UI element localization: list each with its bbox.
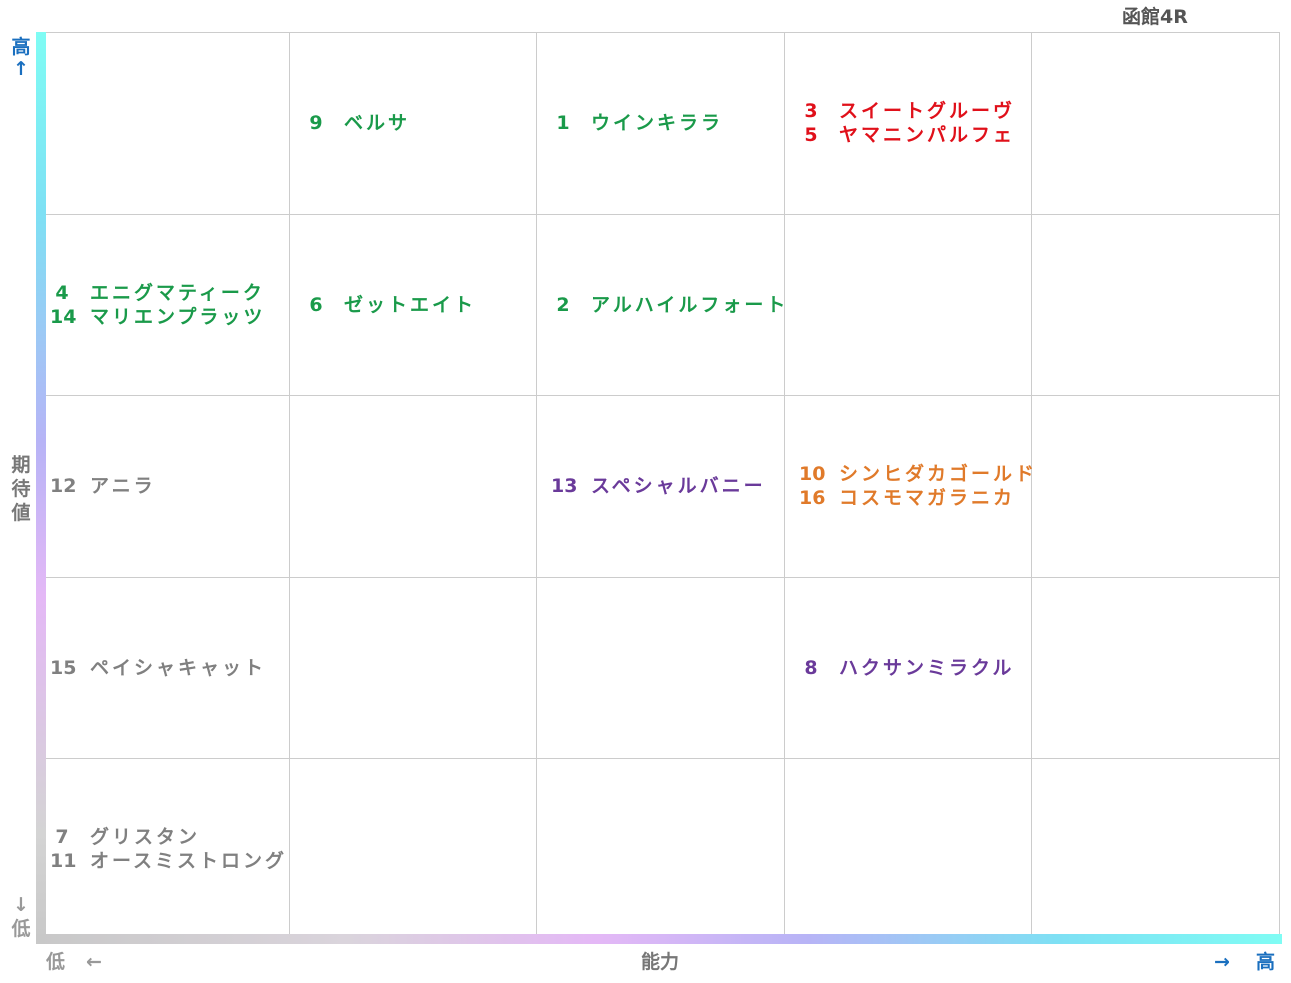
matrix-cell: 6 ゼットエイト: [304, 214, 476, 396]
grid-vertical-line: [1279, 32, 1280, 940]
matrix-cell: 2 アルハイルフォート: [551, 214, 788, 396]
grid-horizontal-line: [42, 214, 1280, 215]
y-axis-title: 期待値: [10, 453, 32, 525]
horse-entry: 15 ペイシャキャット: [50, 656, 266, 680]
horse-name: エニグマティーク: [90, 282, 265, 304]
matrix-cell: 10 シンヒダカゴールド 16 コスモマガラニカ: [799, 395, 1037, 577]
y-axis-high-label: 高: [11, 36, 31, 58]
y-axis-down-arrow-icon: ↓: [13, 894, 29, 916]
horse-number: 13: [551, 475, 578, 497]
y-axis-title-text: 期待値: [11, 454, 31, 524]
y-axis-up-arrow-icon: ↑: [13, 58, 29, 80]
horse-entry: 6 ゼットエイト: [304, 293, 476, 317]
horse-number: 4: [55, 282, 69, 304]
horse-entry: 9 ベルサ: [304, 111, 410, 135]
horse-number: 15: [50, 657, 77, 679]
grid-vertical-line: [1031, 32, 1032, 940]
horse-entry: 3 スイートグルーヴ: [799, 99, 1015, 123]
horse-entry: 5 ヤマニンパルフェ: [799, 123, 1015, 147]
horse-name: ウインキララ: [591, 112, 724, 134]
horse-number: 9: [309, 112, 323, 134]
grid-vertical-line: [784, 32, 785, 940]
matrix-cell: 3 スイートグルーヴ 5 ヤマニンパルフェ: [799, 32, 1015, 214]
matrix-cell: 13 スペシャルバニー: [551, 395, 766, 577]
horse-number: 8: [804, 657, 818, 679]
horse-entry: 14 マリエンプラッツ: [50, 305, 265, 329]
horse-entry: 8 ハクサンミラクル: [799, 656, 1014, 680]
horse-name: ヤマニンパルフェ: [839, 124, 1016, 146]
horse-entry: 12 アニラ: [50, 474, 156, 498]
matrix-cell: 4 エニグマティーク 14 マリエンプラッツ: [50, 214, 265, 396]
grid-horizontal-line: [42, 32, 1280, 33]
race-title: 函館4R: [1122, 6, 1188, 28]
horse-number: 3: [804, 100, 818, 122]
horse-number: 12: [50, 475, 77, 497]
horse-entry: 16 コスモマガラニカ: [799, 486, 1037, 510]
x-axis-title: 能力: [641, 951, 680, 973]
horse-name: スペシャルバニー: [591, 475, 766, 497]
horse-entry: 11 オースミストロング: [50, 849, 287, 873]
x-axis-bar: [36, 934, 1282, 944]
horse-name: シンヒダカゴールド: [839, 463, 1038, 485]
grid-vertical-line: [289, 32, 290, 940]
x-axis-right-arrow-icon: →: [1214, 951, 1230, 973]
horse-name: ゼットエイト: [344, 294, 477, 316]
y-axis-low-label: 低: [11, 918, 31, 940]
horse-name: ベルサ: [344, 112, 411, 134]
horse-name: ハクサンミラクル: [839, 657, 1015, 679]
horse-entry: 13 スペシャルバニー: [551, 474, 766, 498]
horse-number: 7: [55, 826, 69, 848]
matrix-cell: 8 ハクサンミラクル: [799, 577, 1014, 759]
horse-name: オースミストロング: [90, 850, 288, 872]
matrix-cell: 12 アニラ: [50, 395, 156, 577]
horse-entry: 7 グリスタン: [50, 825, 287, 849]
matrix-cell: 9 ベルサ: [304, 32, 410, 214]
horse-name: コスモマガラニカ: [839, 487, 1016, 509]
x-axis-left-arrow-icon: ←: [86, 951, 102, 973]
horse-number: 5: [804, 124, 818, 146]
grid-horizontal-line: [42, 395, 1280, 396]
horse-name: マリエンプラッツ: [90, 306, 266, 328]
horse-number: 2: [556, 294, 570, 316]
horse-entry: 10 シンヒダカゴールド: [799, 462, 1037, 486]
matrix-cell: 7 グリスタン 11 オースミストロング: [50, 758, 287, 940]
x-axis-low-label: 低: [46, 951, 66, 973]
horse-number: 16: [799, 487, 826, 509]
horse-number: 10: [799, 463, 826, 485]
horse-entry: 1 ウインキララ: [551, 111, 723, 135]
grid-vertical-line: [536, 32, 537, 940]
matrix-cell: 1 ウインキララ: [551, 32, 723, 214]
horse-entry: 2 アルハイルフォート: [551, 293, 788, 317]
horse-name: ペイシャキャット: [90, 657, 267, 679]
horse-number: 1: [556, 112, 570, 134]
x-axis-high-label: 高: [1256, 951, 1276, 973]
matrix-cell: 15 ペイシャキャット: [50, 577, 266, 759]
horse-number: 6: [309, 294, 323, 316]
horse-name: グリスタン: [90, 826, 201, 848]
horse-name: アルハイルフォート: [591, 294, 789, 316]
horse-entry: 4 エニグマティーク: [50, 281, 265, 305]
horse-name: アニラ: [90, 475, 156, 497]
grid-horizontal-line: [42, 577, 1280, 578]
horse-name: スイートグルーヴ: [839, 100, 1016, 122]
matrix-grid: 9 ベルサ 1 ウインキララ 3 スイートグルーヴ 5 ヤマニンパルフェ 4 エニグマティーク 14…: [42, 32, 1280, 940]
y-axis-bar: [36, 32, 46, 942]
grid-horizontal-line: [42, 758, 1280, 759]
horse-number: 14: [50, 306, 77, 328]
horse-number: 11: [50, 850, 77, 872]
